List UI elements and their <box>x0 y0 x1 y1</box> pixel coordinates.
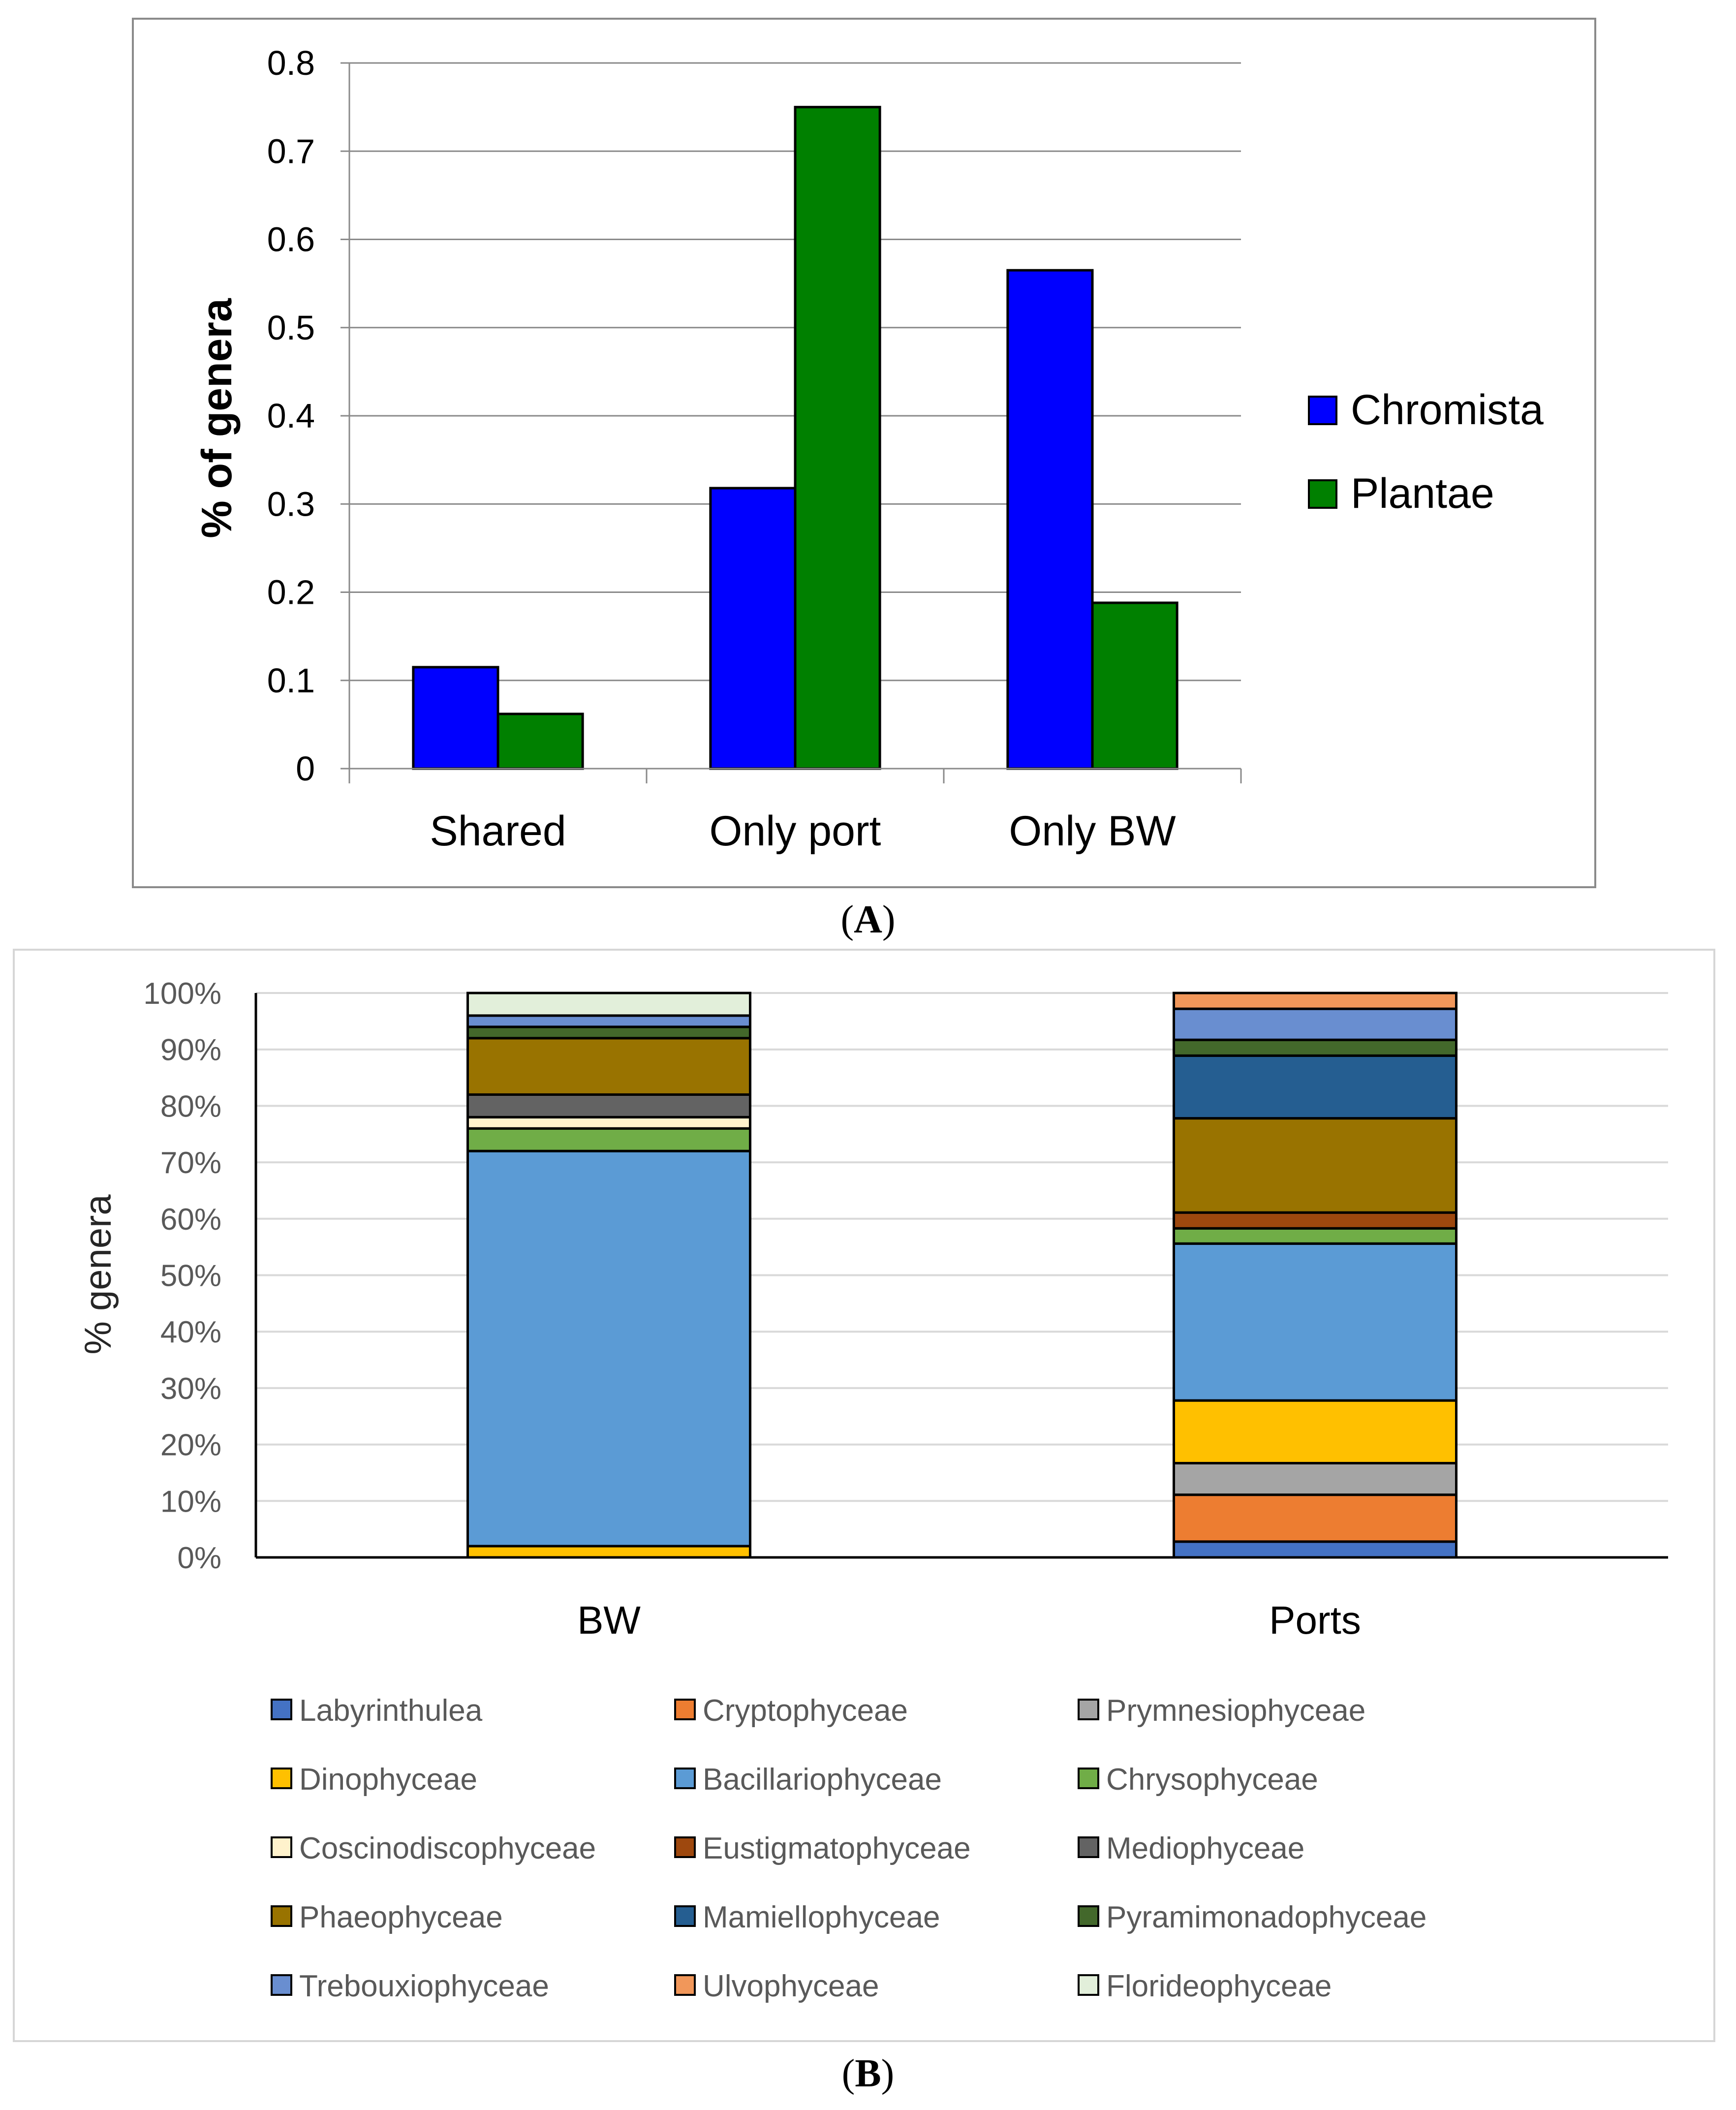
panel-b-label: (B) <box>842 2052 895 2095</box>
panel-a-label: (A) <box>840 898 895 941</box>
segment-trebouxiophyceae-bw <box>466 1014 751 1028</box>
panel-b-y-tick-label: 50% <box>160 1259 221 1293</box>
segment-dinophyceae-bw <box>466 1545 751 1559</box>
legend-swatch-labyrinthulea <box>271 1699 292 1720</box>
segment-bacillariophyceae-bw <box>466 1149 751 1548</box>
legend-label-mediophyceae: Mediophyceae <box>1106 1831 1304 1865</box>
legend-swatch-chrysophyceae <box>1078 1768 1099 1789</box>
panel-a-y-tick-label: 0.8 <box>267 44 315 82</box>
legend-swatch-mediophyceae <box>1078 1836 1099 1858</box>
segment-phaeophyceae-ports <box>1173 1117 1457 1214</box>
legend-swatch-prymnesiophyceae <box>1078 1699 1099 1720</box>
legend-label-ulvophyceae: Ulvophyceae <box>703 1969 879 2003</box>
segment-bacillariophyceae-ports <box>1173 1242 1457 1402</box>
panel-a-x-tick-label: Only port <box>710 807 881 855</box>
panel-b-y-tick-label: 30% <box>160 1372 221 1406</box>
segment-pyramimonadophyceae-ports <box>1173 1038 1457 1057</box>
legend-swatch-florideophyceae <box>1078 1974 1099 1996</box>
segment-mediophyceae-bw <box>466 1093 751 1118</box>
legend-label-chromista: Chromista <box>1351 386 1544 434</box>
legend-swatch-bacillariophyceae <box>674 1768 696 1789</box>
panel-a-y-tick-label: 0.1 <box>267 661 315 700</box>
legend-swatch-trebouxiophyceae <box>271 1974 292 1996</box>
bar-chromista-only-bw <box>1006 269 1094 770</box>
segment-prymnesiophyceae-ports <box>1173 1461 1457 1496</box>
panel-a-chart: 0 0.1 0.2 0.3 0.4 0.5 0.6 0.7 0.8 Shared Only por… <box>132 18 1596 888</box>
panel-a-y-tick-label: 0 <box>296 749 315 788</box>
bar-chromista-shared <box>412 666 499 770</box>
panel-a-y-tick-label: 0.2 <box>267 573 315 612</box>
legend-label-cryptophyceae: Cryptophyceae <box>703 1694 908 1728</box>
panel-a-y-tick-label: 0.4 <box>267 397 315 435</box>
segment-trebouxiophyceae-ports <box>1173 1007 1457 1041</box>
legend-label-prymnesiophyceae: Prymnesiophyceae <box>1106 1694 1365 1728</box>
legend-swatch-cryptophyceae <box>674 1699 696 1720</box>
panel-a-x-tick-label: Shared <box>430 807 566 855</box>
segment-florideophyceae-bw <box>466 992 751 1017</box>
legend-swatch-mamiellophyceae <box>674 1905 696 1927</box>
panel-b-x-tick-label: BW <box>577 1598 641 1642</box>
panel-b-y-tick-label: 10% <box>160 1485 221 1519</box>
legend-swatch-pyramimonadophyceae <box>1078 1905 1099 1927</box>
panel-b-frame <box>13 949 1715 2042</box>
legend-swatch-phaeophyceae <box>271 1905 292 1927</box>
segment-mamiellophyceae-ports <box>1173 1054 1457 1120</box>
legend-label-bacillariophyceae: Bacillariophyceae <box>703 1763 942 1797</box>
segment-pyramimonadophyceae-bw <box>466 1025 751 1040</box>
legend-label-phaeophyceae: Phaeophyceae <box>299 1900 503 1934</box>
segment-eustigmatophyceae-ports <box>1173 1211 1457 1230</box>
bar-plantae-only-bw <box>1091 601 1178 770</box>
panel-a-x-tick-label: Only BW <box>1009 807 1176 855</box>
segment-phaeophyceae-bw <box>466 1037 751 1096</box>
legend-label-plantae: Plantae <box>1351 470 1494 517</box>
legend-swatch-ulvophyceae <box>674 1974 696 1996</box>
legend-label-pyramimonadophyceae: Pyramimonadophyceae <box>1106 1900 1426 1934</box>
legend-swatch-plantae <box>1308 479 1337 509</box>
legend-label-trebouxiophyceae: Trebouxiophyceae <box>299 1969 549 2003</box>
bar-chromista-only-port <box>709 487 797 770</box>
bar-plantae-only-port <box>794 106 881 770</box>
legend-label-eustigmatophyceae: Eustigmatophyceae <box>703 1831 971 1865</box>
panel-b-y-tick-label: 40% <box>160 1315 221 1349</box>
segment-labyrinthulea-ports <box>1173 1540 1457 1559</box>
panel-b-y-tick-label: 0% <box>177 1541 221 1575</box>
legend-label-coscinodiscophyceae: Coscinodiscophyceae <box>299 1831 596 1865</box>
panel-a-y-axis-label: % of genera <box>193 298 241 538</box>
panel-b-y-tick-label: 100% <box>143 977 221 1011</box>
legend-swatch-eustigmatophyceae <box>674 1836 696 1858</box>
legend-label-chrysophyceae: Chrysophyceae <box>1106 1763 1318 1797</box>
panel-b-x-tick-label: Ports <box>1269 1598 1361 1642</box>
panel-a-y-tick-label: 0.6 <box>267 220 315 259</box>
panel-b-y-tick-label: 20% <box>160 1428 221 1462</box>
panel-b-chart: 0% 10% 20% 30% 40% 50% 60% 70% 80% 90% 100% BW Port… <box>13 949 1715 2042</box>
legend-swatch-chromista <box>1308 396 1337 425</box>
legend-label-florideophyceae: Florideophyceae <box>1106 1969 1332 2003</box>
legend-label-labyrinthulea: Labyrinthulea <box>299 1694 483 1728</box>
panel-b-y-tick-label: 90% <box>160 1033 221 1067</box>
segment-coscinodiscophyceae-bw <box>466 1116 751 1130</box>
segment-chrysophyceae-ports <box>1173 1227 1457 1245</box>
segment-chrysophyceae-bw <box>466 1127 751 1152</box>
legend-label-dinophyceae: Dinophyceae <box>299 1763 477 1797</box>
bar-plantae-shared <box>496 713 584 770</box>
legend-label-mamiellophyceae: Mamiellophyceae <box>703 1900 940 1934</box>
panel-a-y-tick-label: 0.3 <box>267 485 315 523</box>
segment-dinophyceae-ports <box>1173 1399 1457 1464</box>
panel-b-y-tick-label: 80% <box>160 1089 221 1123</box>
panel-b-y-tick-label: 60% <box>160 1203 221 1237</box>
panel-b-y-tick-label: 70% <box>160 1146 221 1180</box>
panel-a-y-tick-label: 0.7 <box>267 132 315 170</box>
segment-ulvophyceae-ports <box>1173 992 1457 1010</box>
legend-swatch-dinophyceae <box>271 1768 292 1789</box>
panel-a-y-tick-label: 0.5 <box>267 309 315 347</box>
legend-swatch-coscinodiscophyceae <box>271 1836 292 1858</box>
segment-cryptophyceae-ports <box>1173 1493 1457 1543</box>
panel-b-y-axis-label: % genera <box>77 1194 119 1355</box>
